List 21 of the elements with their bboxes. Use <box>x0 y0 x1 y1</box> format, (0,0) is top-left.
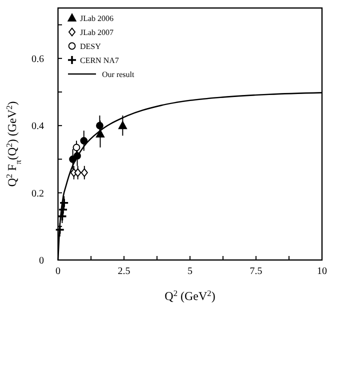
legend-label: JLab 2007 <box>80 28 114 37</box>
point <box>80 137 88 144</box>
x-axis-title: Q$^{2}$ (GeV$^{2}$) <box>164 288 216 303</box>
y-tick-label: 0.4 <box>32 121 44 132</box>
y-tick-label: 0.2 <box>32 188 44 200</box>
x-tick-label: 10 <box>317 266 327 277</box>
x-tick-label: 0 <box>56 266 60 277</box>
x-tick-label: 2.5 <box>118 266 130 277</box>
legend-label: DESY <box>80 42 102 51</box>
point <box>74 168 82 177</box>
point <box>96 130 105 138</box>
x-tick-label: 5 <box>188 266 192 277</box>
x-tick-label: 7.5 <box>250 266 262 277</box>
legend-label: JLab 2006 <box>80 14 114 23</box>
point <box>118 121 127 130</box>
legend-label: Our result <box>102 70 135 79</box>
point <box>80 168 88 177</box>
point <box>72 144 80 152</box>
y-tick-label: 0 <box>39 256 44 266</box>
y-tick-label: 0.6 <box>32 54 44 65</box>
legend-label: CERN NA7 <box>80 56 119 65</box>
